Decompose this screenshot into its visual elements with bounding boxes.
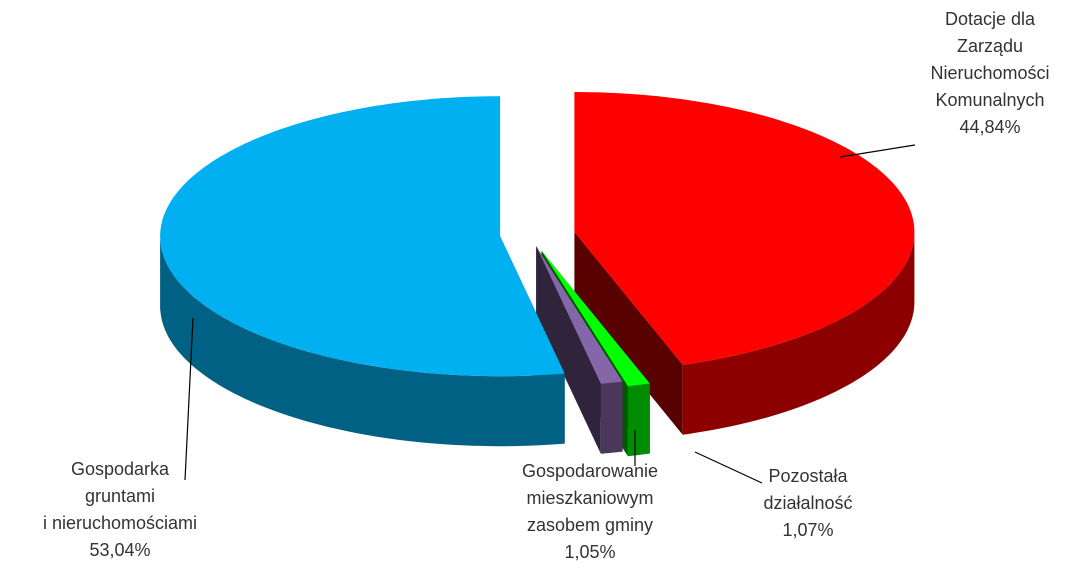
slice-label: Gospodarka	[71, 459, 170, 479]
tops	[160, 92, 915, 387]
value-label: 1,05%	[564, 542, 615, 562]
slice-label: działalność	[763, 493, 852, 513]
slice-side	[682, 232, 915, 435]
slice-side	[160, 236, 565, 447]
slice-label: Komunalnych	[935, 90, 1044, 110]
slice-wall	[574, 232, 683, 435]
slice	[541, 250, 650, 387]
slice-label: mieszkaniowym	[526, 488, 653, 508]
slice-label: gruntami	[85, 486, 155, 506]
slice-label: Gospodarowanie	[522, 461, 658, 481]
slice	[160, 96, 565, 377]
value-label: 53,04%	[89, 540, 150, 560]
slice-side	[600, 381, 623, 454]
slice-wall	[536, 246, 601, 454]
slice-label: Zarządu	[957, 36, 1023, 56]
leader-line	[839, 144, 916, 158]
slice-label: Dotacje dla	[945, 9, 1036, 29]
slice-side	[627, 383, 650, 457]
slice-label: zasobem gminy	[527, 515, 653, 535]
slice	[536, 246, 623, 384]
sides	[160, 232, 915, 457]
slice-label: Nieruchomości	[930, 63, 1049, 83]
slice-label: Pozostała	[768, 466, 848, 486]
slice-label: i nieruchomościami	[43, 513, 197, 533]
leader-line	[184, 317, 194, 481]
value-label: 1,07%	[782, 520, 833, 540]
value-label: 44,84%	[959, 117, 1020, 137]
leader-line	[694, 451, 763, 484]
slice	[574, 92, 915, 365]
